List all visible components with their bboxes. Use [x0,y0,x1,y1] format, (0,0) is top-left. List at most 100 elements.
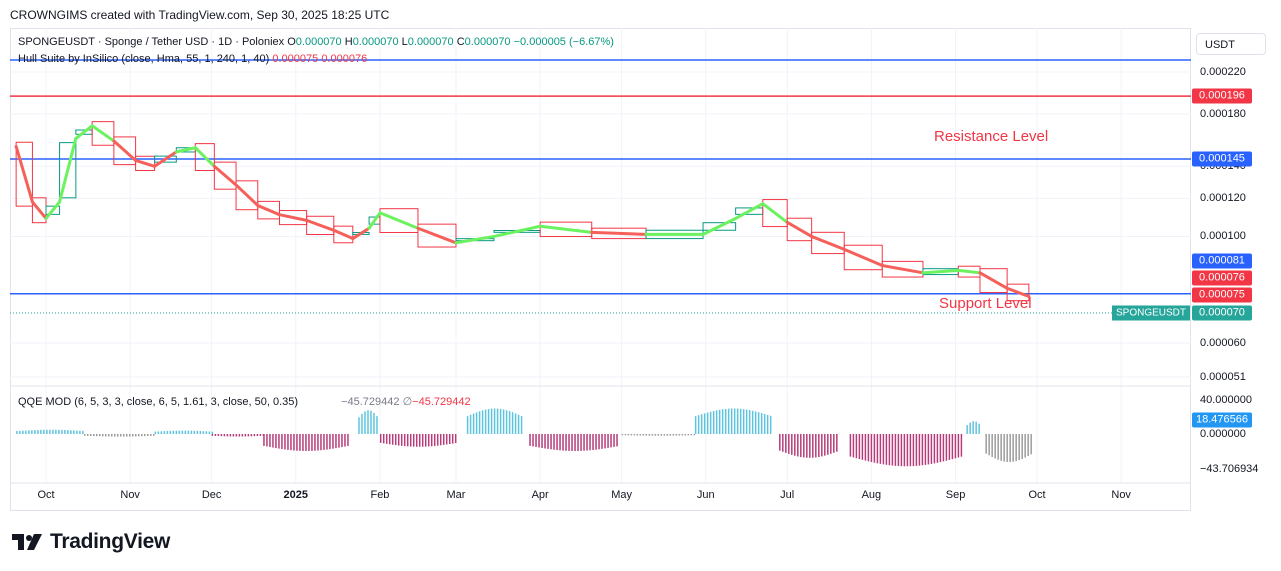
qqe-bar [391,434,394,445]
candle [306,215,335,236]
qqe-bar [412,434,415,447]
qqe-bar [418,434,421,447]
qqe-bar [830,434,832,454]
qqe-bar [541,434,543,448]
qqe-bar [721,409,724,434]
qqe-bar [997,434,999,460]
hull-segment [134,158,157,168]
qqe-bar [439,434,442,446]
qqe-legend[interactable]: QQE MOD (6, 5, 3, 3, close, 6, 5, 1.61, … [18,395,471,408]
qqe-bar [876,434,879,464]
tradingview-logo[interactable]: TradingView [12,530,170,554]
qqe-bar [1003,434,1005,462]
qqe-tick-bottom: −43.706934 [1200,463,1259,475]
qqe-bar [70,430,72,434]
qqe-bar [827,434,829,455]
qqe-bar [511,412,514,434]
qqe-bar [903,434,906,467]
qqe-bar [855,434,858,459]
hull-segment [74,124,94,140]
qqe-bar [666,434,669,436]
qqe-bar [672,434,675,436]
qqe-bar [364,411,366,434]
qqe-bar [1024,434,1026,458]
qqe-bar [105,434,107,437]
qqe-bar [394,434,397,446]
qqe-bar [184,430,187,434]
qqe-bar [544,434,546,449]
qqe-bar [202,431,205,434]
qqe-bar [748,410,751,434]
qqe-bar [61,429,63,434]
qqe-bar [791,434,793,455]
qqe-bar [229,434,232,437]
qqe-bar [358,417,360,434]
time-tick-label: Jun [696,489,715,501]
candle [113,136,137,166]
hull-legend[interactable]: Hull Suite by InSilico (close, Hma, 55, … [18,53,367,65]
qqe-bar [858,434,861,460]
qqe-bar [918,434,921,466]
qqe-bar [577,434,579,451]
qqe-bar [966,425,968,434]
qqe-bar [556,434,558,451]
time-tick-label: Aug [861,489,882,501]
qqe-bar [957,434,960,458]
qqe-bar [211,431,214,434]
qqe-bar [969,422,971,434]
qqe-bar [436,434,439,446]
qqe-bar [633,434,636,436]
candle [15,141,33,207]
qqe-bar [367,410,369,434]
symbol-legend[interactable]: SPONGEUSDT · Sponge / Tether USD · 1D · … [18,36,614,48]
qqe-bar [102,434,104,437]
qqe-bar [785,434,787,453]
qqe-tick-zero: 0.000000 [1200,428,1246,440]
qqe-bar [1006,434,1008,462]
qqe-bar [532,434,534,447]
qqe-bar [329,434,331,450]
qqe-bar [994,434,996,459]
time-tick-label: Mar [446,489,466,501]
qqe-bar [93,434,95,437]
qqe-bar [559,434,561,451]
qqe-bar [730,408,733,434]
qqe-bar [241,434,244,437]
qqe-bar [864,434,867,461]
qqe-bar [335,434,337,449]
qqe-bar [232,434,235,437]
qqe-bar [317,434,319,451]
price-tick-label: 0.000060 [1200,337,1246,349]
qqe-bar [1015,434,1017,462]
qqe-bar [960,434,963,457]
qqe-bar [344,434,346,447]
qqe-bar [114,434,116,437]
qqe-bar [466,416,469,434]
currency-button[interactable]: USDT [1196,33,1266,55]
ohlc-close: 0.000070 [464,36,511,48]
qqe-bar [76,430,78,434]
qqe-bar [451,434,454,444]
qqe-bar [82,430,84,434]
candle [194,143,215,171]
qqe-bar [481,410,484,434]
qqe-bar [882,434,885,465]
price-tick-label: 0.000051 [1200,370,1246,383]
qqe-bar [909,434,912,467]
hull-segment [367,211,382,230]
candle [417,223,457,248]
qqe-bar [454,434,457,444]
qqe-bar [538,434,540,448]
qqe-bar [117,434,119,437]
qqe-bar [272,434,274,448]
qqe-bar [40,429,42,434]
qqe-bar [275,434,277,449]
price-tick-label: 0.000220 [1200,66,1246,78]
chart-area[interactable] [10,28,1191,511]
qqe-bar [256,434,259,437]
qqe-bar [669,434,672,436]
hull-segment [234,183,260,207]
qqe-bar [779,434,781,451]
time-tick-label: Oct [37,489,55,501]
